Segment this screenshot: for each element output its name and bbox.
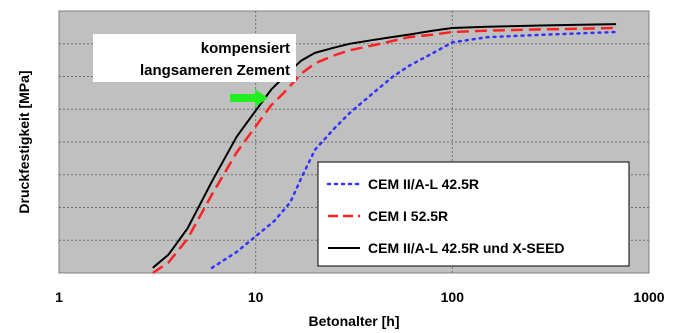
x-tick-label: 10 [248,289,264,305]
annotation-line-2: langsameren Zement [140,62,290,79]
legend-label-2: CEM I 52.5R [368,208,448,224]
green-arrow-icon [230,89,268,107]
annotation-line-1: kompensiert [201,40,290,57]
x-tick-label: 1 [55,289,63,305]
annotation-box [93,34,296,82]
x-tick-label: 100 [441,289,465,305]
legend-label-1: CEM II/A-L 42.5R [368,176,479,192]
x-tick-labels: 1 10 100 1000 [55,289,665,305]
series-line-1 [210,30,618,270]
legend-label-3: CEM II/A-L 42.5R und X-SEED [368,240,565,256]
legend: CEM II/A-L 42.5R CEM I 52.5R CEM II/A-L 42… [317,161,630,267]
legend-items: CEM II/A-L 42.5R CEM I 52.5R CEM II/A-L 42… [326,176,565,256]
y-axis-title: Druckfestigkeit [MPa] [16,70,32,213]
x-tick-label: 1000 [633,289,664,305]
x-axis-title: Betonalter [h] [309,313,400,329]
series-line-2 [152,26,617,275]
legend-box [317,161,630,267]
series-lines [152,23,618,275]
series-line-3 [152,23,617,269]
